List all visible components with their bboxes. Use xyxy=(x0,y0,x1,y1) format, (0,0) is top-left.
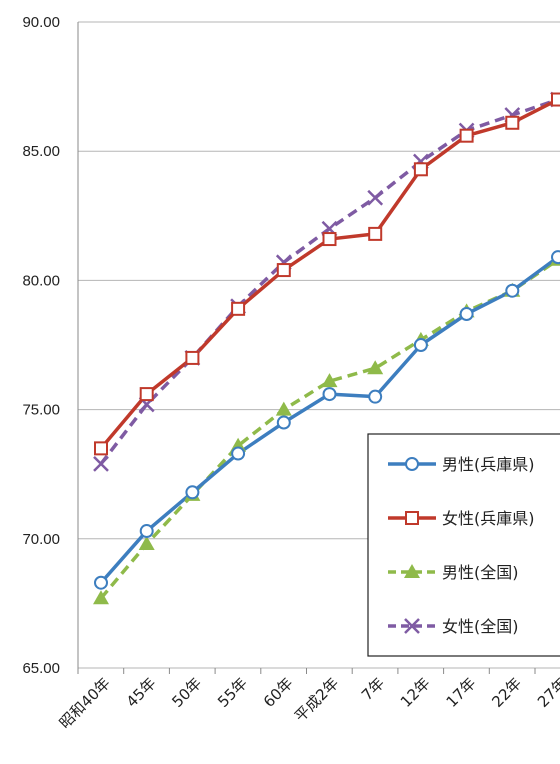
legend: 男性(兵庫県) 女性(兵庫県) 男性(全国) 女性(全国) xyxy=(367,433,560,657)
data-point-square xyxy=(231,301,246,316)
y-tick-label: 80.00 xyxy=(22,272,60,289)
x-tick-label: 昭和40年 xyxy=(56,674,114,732)
data-point-triangle xyxy=(275,401,292,416)
y-tick-label: 65.00 xyxy=(22,660,60,677)
data-point-triangle xyxy=(404,564,420,578)
x-tick-label: 7年 xyxy=(358,674,388,704)
data-point-circle xyxy=(551,250,560,265)
data-point-circle xyxy=(276,415,291,430)
legend-box xyxy=(367,433,560,657)
y-tick-label: 75.00 xyxy=(22,402,60,419)
x-tick-label: 50年 xyxy=(168,674,205,711)
legend-label: 女性(兵庫県) xyxy=(442,509,535,528)
data-point-square xyxy=(322,232,337,247)
y-tick-label: 85.00 xyxy=(22,143,60,160)
data-point-triangle xyxy=(93,590,109,605)
data-point-triangle xyxy=(138,535,155,550)
data-point-circle xyxy=(231,446,246,461)
x-tick-label: 17年 xyxy=(443,674,480,711)
y-tick-label: 90.00 xyxy=(22,14,60,31)
data-point-circle xyxy=(322,387,337,402)
data-point-circle xyxy=(459,306,474,321)
data-point-square xyxy=(405,511,419,525)
data-point-circle xyxy=(368,389,383,404)
data-point-triangle xyxy=(367,360,384,375)
data-point-circle xyxy=(413,338,428,352)
data-point-triangle xyxy=(321,373,338,388)
x-tick-label: 27年 xyxy=(534,674,560,711)
data-point-x xyxy=(367,189,384,206)
x-tick-label: 45年 xyxy=(123,674,160,711)
data-point-square xyxy=(185,350,200,365)
y-tick-label: 70.00 xyxy=(22,531,60,548)
data-point-x xyxy=(93,455,109,472)
y-tick-labels: 65.00 70.00 75.00 80.00 85.00 90.00 xyxy=(22,14,60,677)
x-tick-label: 平成2年 xyxy=(291,674,342,725)
data-point-x xyxy=(404,618,420,634)
legend-label: 女性(全国) xyxy=(442,617,519,636)
data-point-square xyxy=(368,226,383,241)
x-tick-label: 12年 xyxy=(397,674,434,711)
data-point-circle xyxy=(185,485,200,500)
gridlines xyxy=(77,21,560,674)
data-point-square xyxy=(505,115,520,130)
data-point-circle xyxy=(94,575,108,590)
x-tick-label: 55年 xyxy=(214,674,251,711)
data-point-square xyxy=(276,263,291,278)
x-tick-label: 22年 xyxy=(488,674,525,711)
data-point-circle xyxy=(405,457,419,471)
legend-label: 男性(全国) xyxy=(442,563,519,582)
data-point-circle xyxy=(505,283,520,298)
x-tick-label: 60年 xyxy=(260,674,297,711)
data-point-square xyxy=(94,441,108,456)
data-point-square xyxy=(459,128,474,143)
series-layer xyxy=(93,91,560,605)
data-point-square xyxy=(139,387,154,402)
data-point-square xyxy=(413,162,428,177)
legend-label: 男性(兵庫県) xyxy=(442,455,535,474)
data-point-circle xyxy=(139,524,154,539)
data-point-square xyxy=(551,92,560,107)
